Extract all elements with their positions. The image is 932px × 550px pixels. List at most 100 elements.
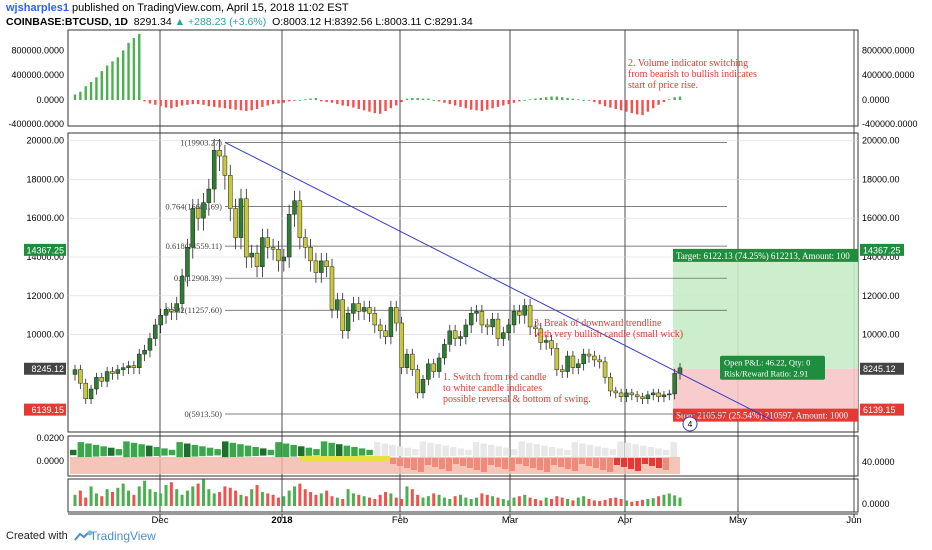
candle xyxy=(517,304,522,324)
osc3-bar xyxy=(635,500,639,506)
osc3-bar xyxy=(630,501,634,506)
osc2-red-bar xyxy=(425,458,431,465)
candle xyxy=(656,388,661,403)
osc1-bar xyxy=(678,96,682,100)
candle xyxy=(190,198,196,259)
candle-body xyxy=(238,198,244,238)
candle-body xyxy=(618,392,624,398)
candle-body xyxy=(613,390,619,394)
osc1-bar xyxy=(154,100,157,105)
candle xyxy=(667,389,672,401)
candle xyxy=(549,334,554,356)
osc2-bar xyxy=(526,442,533,458)
osc2-bar xyxy=(222,441,229,458)
price-tick-label-left: 16000.00 xyxy=(26,213,64,223)
candle-body xyxy=(404,353,410,368)
candle-body xyxy=(367,307,372,314)
osc3-bar xyxy=(458,494,462,506)
osc1-bar xyxy=(250,100,253,111)
osc1-bar xyxy=(84,86,87,100)
osc3-bar xyxy=(469,499,473,506)
osc1-bar xyxy=(475,100,478,111)
candle-body xyxy=(324,260,329,267)
osc1-bar xyxy=(453,100,457,106)
osc2-bar xyxy=(564,449,571,456)
osc3-bar xyxy=(367,497,371,506)
osc1-bar xyxy=(116,57,120,100)
osc3-bar xyxy=(624,500,628,506)
osc2-bar xyxy=(138,444,145,457)
candle-body xyxy=(281,256,287,262)
osc3-bar xyxy=(100,496,104,506)
symbol-name: COINBASE:BTCUSD, 1D xyxy=(6,16,128,28)
published-text: published on TradingView.com, April 15, … xyxy=(72,2,349,14)
candle xyxy=(249,244,254,268)
candle-body xyxy=(244,198,249,258)
osc1-bar xyxy=(534,98,537,100)
osc2-bar xyxy=(518,441,525,458)
candle-body xyxy=(190,208,196,248)
osc3-bar xyxy=(362,496,366,506)
osc3-bar xyxy=(475,497,479,506)
candle xyxy=(260,228,265,278)
osc2-bar xyxy=(85,443,92,457)
osc3-bar xyxy=(89,486,93,506)
candle xyxy=(383,324,388,345)
osc2-bar xyxy=(434,444,442,457)
osc1-bar xyxy=(180,100,184,106)
price-marker-left xyxy=(24,243,66,256)
osc2-bar xyxy=(655,448,662,456)
osc3-bar xyxy=(223,486,227,506)
candle xyxy=(608,372,613,397)
price-tick-label-right: 12000.00 xyxy=(862,291,900,301)
target-label: Target: 6122.13 (74.25%) 612213, Amount:… xyxy=(676,251,850,261)
candle-body xyxy=(447,330,453,345)
candle xyxy=(115,364,121,380)
author-link[interactable]: wjsharples1 xyxy=(6,2,69,14)
osc3-bar xyxy=(667,493,671,506)
osc2-tick-right: 40.0000 xyxy=(862,457,895,467)
event-flag-count: 4 xyxy=(688,419,693,429)
price-change: +288.23 (+3.6%) xyxy=(188,16,267,28)
candle xyxy=(228,164,233,222)
osc3-bar xyxy=(389,493,393,506)
osc3-bar xyxy=(330,496,334,506)
osc1-bar xyxy=(277,100,280,104)
candle xyxy=(474,304,479,322)
osc3-bar xyxy=(207,489,211,506)
osc2-bar xyxy=(77,442,85,458)
osc3-bar xyxy=(523,494,527,506)
osc3-bar xyxy=(218,492,222,506)
osc1-bar xyxy=(646,100,650,112)
price-tick-label-right: 20000.00 xyxy=(862,136,900,146)
candle xyxy=(404,348,410,375)
osc1-bar xyxy=(593,100,596,103)
osc3-bar xyxy=(453,496,457,506)
osc1-bar xyxy=(121,50,125,100)
candle-body xyxy=(372,313,378,326)
candle-body xyxy=(185,247,190,277)
annotation-text: with very bullish candle (small wick) xyxy=(534,329,683,340)
price-tick-label-left: 20000.00 xyxy=(26,136,64,146)
price-tick-label-left: 14000.00 xyxy=(26,252,64,262)
osc3-bar xyxy=(437,494,441,506)
osc3-bar xyxy=(662,494,666,506)
tradingview-brand[interactable]: TradingView xyxy=(89,529,156,543)
osc1-bar xyxy=(630,100,634,114)
candle xyxy=(233,198,238,250)
osc2-yellow-band xyxy=(300,456,390,461)
candle-body xyxy=(420,379,426,394)
osc1-bar xyxy=(673,97,676,100)
osc1-bar xyxy=(261,100,264,107)
candle-body xyxy=(431,363,436,372)
osc3-bar xyxy=(646,499,650,506)
price-tick-label-right: 10000.00 xyxy=(862,330,900,340)
risk-reward-label: Risk/Reward Ratio: 2.91 xyxy=(724,369,808,379)
osc1-bar xyxy=(550,96,553,100)
candle-body xyxy=(217,149,222,157)
candle xyxy=(286,204,292,268)
osc2-bar xyxy=(260,448,267,456)
osc3-bar xyxy=(271,494,275,506)
osc3-bar xyxy=(169,482,173,506)
